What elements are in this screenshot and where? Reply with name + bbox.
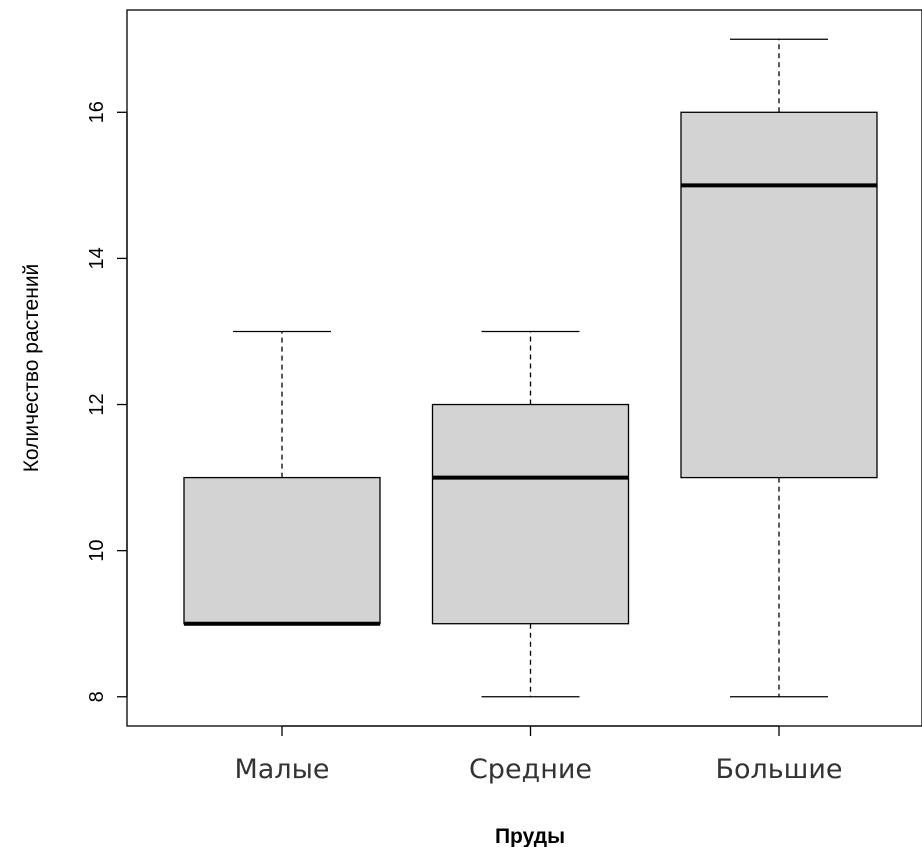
boxes-layer [183,38,878,698]
box-iqr [183,476,381,625]
x-tick-label: Средние [469,754,592,785]
y-tick-label: 12 [86,393,108,415]
box-iqr [431,403,630,625]
y-tick-label: 14 [86,247,108,269]
y-tick-label: 16 [86,101,108,123]
box-group [183,330,381,626]
y-tick-label: 8 [86,691,108,702]
box-iqr [680,111,878,479]
x-tick-label: Большие [715,754,842,785]
y-axis-title: Количество растений [20,264,43,473]
x-axis: Малые Средние Большие [234,725,843,785]
x-axis-title: Пруды [495,825,565,847]
box-group [431,330,630,698]
y-tick-label: 10 [86,540,108,562]
x-tick-label: Малые [234,754,329,785]
box-group [680,38,878,698]
y-axis: 8 10 12 14 16 [86,101,128,702]
